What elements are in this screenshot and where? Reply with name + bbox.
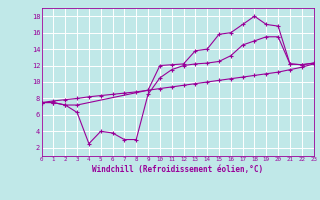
X-axis label: Windchill (Refroidissement éolien,°C): Windchill (Refroidissement éolien,°C) xyxy=(92,165,263,174)
